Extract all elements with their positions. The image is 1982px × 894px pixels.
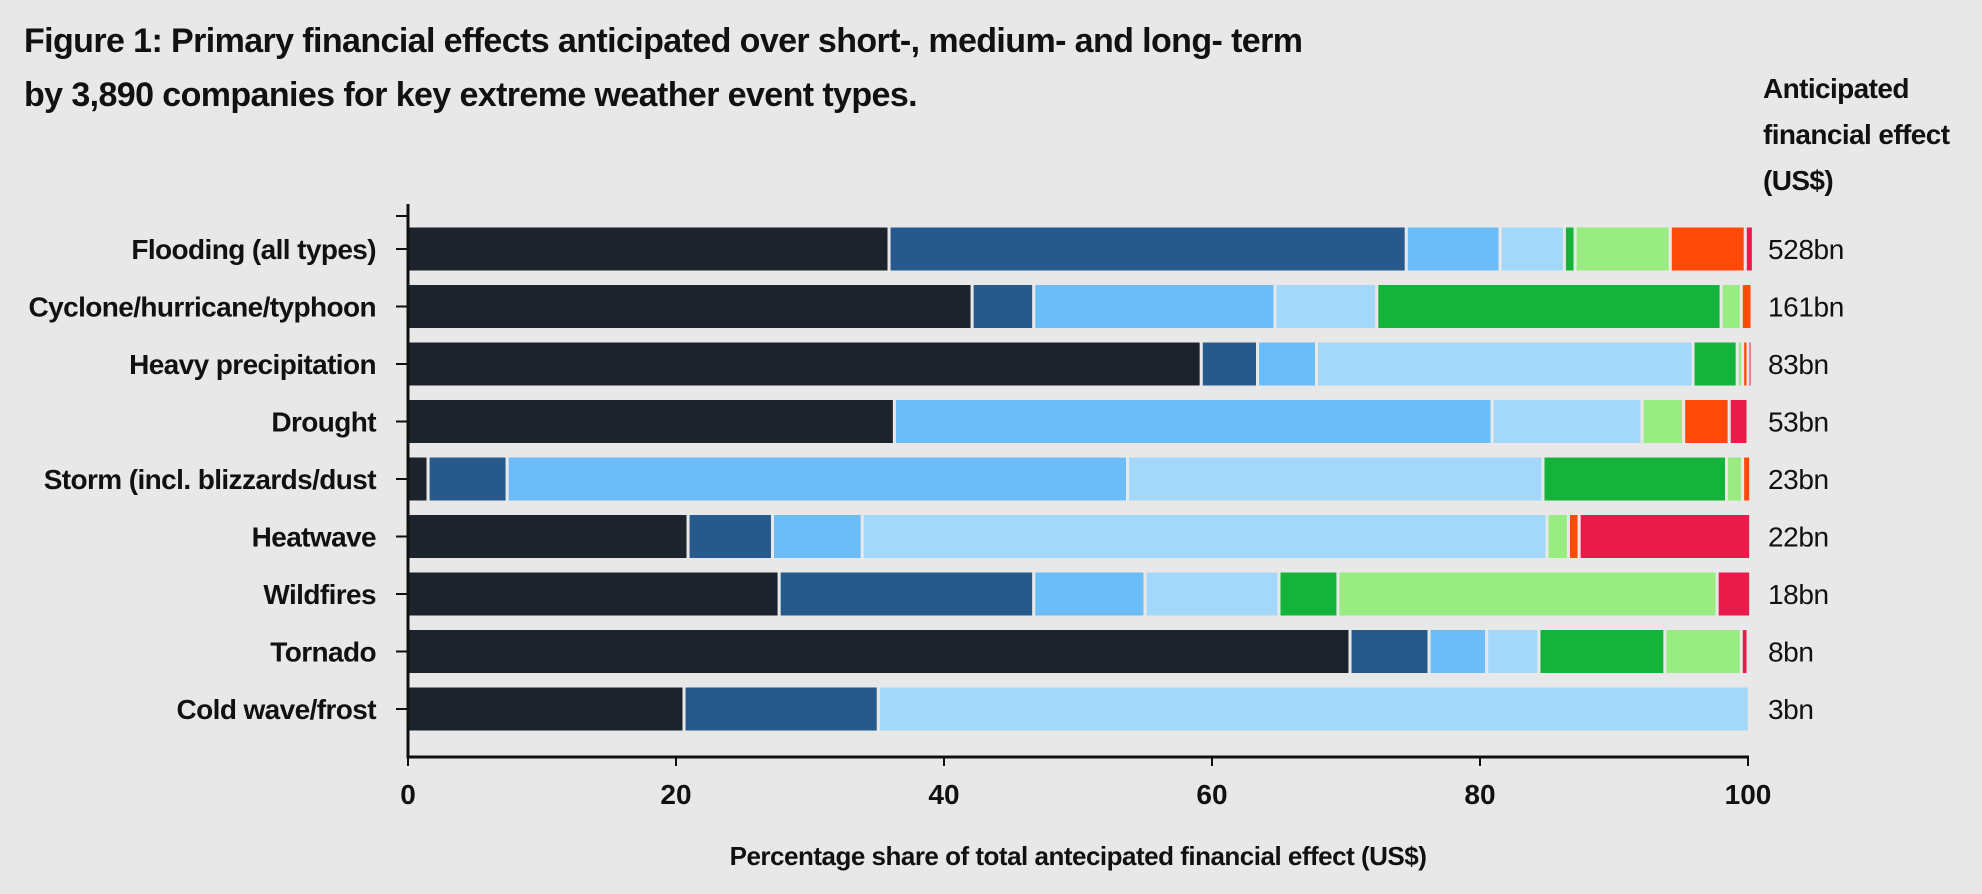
bar-segment [887,224,1408,274]
bar-segment [1577,512,1753,561]
bar-segment [686,512,774,561]
bar-segment [1573,224,1672,274]
total-value-label: 528bn [1768,234,1844,265]
bar-segment [860,512,1549,561]
bar-segment [1498,224,1566,274]
bar-segment [1743,224,1755,274]
bar-segment [1719,282,1743,331]
bar-segment [406,684,686,734]
bar-segment [1427,627,1489,676]
bar-segment [1545,512,1570,561]
total-value-label: 161bn [1768,292,1844,323]
total-value-label: 83bn [1768,349,1829,380]
bar-segment [1348,627,1431,676]
total-value-label: 22bn [1768,522,1829,553]
bar-segment [1739,627,1750,676]
total-value-label: 53bn [1768,407,1829,438]
value-column-header-line-3: (US$) [1763,165,1834,196]
category-label: Storm (incl. blizzards/dust [44,464,377,495]
category-label: Flooding (all types) [131,234,376,265]
x-tick-label: 60 [1196,779,1227,810]
chart-title-line-1: Figure 1: Primary financial effects anti… [24,22,1303,60]
x-tick-label: 20 [660,779,691,810]
bar-segment [406,397,896,446]
bar-segment [970,282,1036,331]
bar-segment [406,282,974,331]
bar-segment [1691,339,1739,389]
bar-segment [1715,569,1753,619]
x-axis-label: Percentage share of total antecipated fi… [730,841,1427,871]
bar-segment [876,684,1751,734]
category-label: Cold wave/frost [177,694,377,725]
bar-segment [1126,454,1545,504]
bar-segment [1668,224,1747,274]
bar-segment [1663,627,1743,676]
bar-segment [1143,569,1281,619]
bar-segment [1741,454,1753,504]
bar-segment [1336,569,1719,619]
category-label: Heavy precipitation [129,349,376,380]
bar-segment [406,512,690,561]
bar-segment [1485,627,1541,676]
bar-segment [1032,282,1277,331]
bar-segment [426,454,509,504]
bar-segment [892,397,1494,446]
category-label: Cyclone/hurricane/typhoon [29,292,377,323]
x-tick-label: 80 [1464,779,1495,810]
bar-segment [1746,339,1754,389]
bar-segment [770,512,864,561]
x-tick-label: 0 [400,779,416,810]
category-label: Heatwave [252,522,376,553]
category-label: Tornado [270,637,376,668]
bar-segment [1541,454,1729,504]
bar-segment [1404,224,1502,274]
category-label: Wildfires [263,579,376,610]
bar-segment [1562,224,1577,274]
bar-segment [1725,454,1745,504]
x-tick-label: 40 [928,779,959,810]
bar-segment [777,569,1036,619]
total-value-label: 23bn [1768,464,1829,495]
bar-segment [1739,282,1754,331]
value-column-header-line-1: Anticipated [1763,73,1909,104]
value-column-header: Anticipated financial effect (US$) [1763,66,1978,204]
category-label: Drought [271,407,376,438]
bar-segment [1199,339,1260,389]
bar-segment [406,569,781,619]
bar-segment [1727,397,1750,446]
bar-segment [1566,512,1581,561]
bar-segment [406,454,430,504]
bar-segment [1315,339,1695,389]
total-value-label: 3bn [1768,694,1814,725]
bar-segment [505,454,1130,504]
bar-segment [406,224,891,274]
bar-segment [1273,282,1379,331]
total-value-label: 18bn [1768,579,1829,610]
total-value-label: 8bn [1768,637,1814,668]
bar-segment [1682,397,1731,446]
chart-title-line-2: by 3,890 companies for key extreme weath… [24,76,918,114]
value-column-header-line-2: financial effect [1763,119,1950,150]
bar-segment [682,684,880,734]
x-tick-label: 100 [1725,779,1772,810]
bar-segment [1537,627,1667,676]
bar-segment [1640,397,1686,446]
bar-segment [406,339,1203,389]
bar-segment [1490,397,1644,446]
bar-segment [1277,569,1340,619]
bar-segment [1256,339,1319,389]
chart-title: Figure 1: Primary financial effects anti… [24,14,1424,122]
bar-segment [406,627,1352,676]
bar-segment [1032,569,1147,619]
bar-segment [1375,282,1723,331]
